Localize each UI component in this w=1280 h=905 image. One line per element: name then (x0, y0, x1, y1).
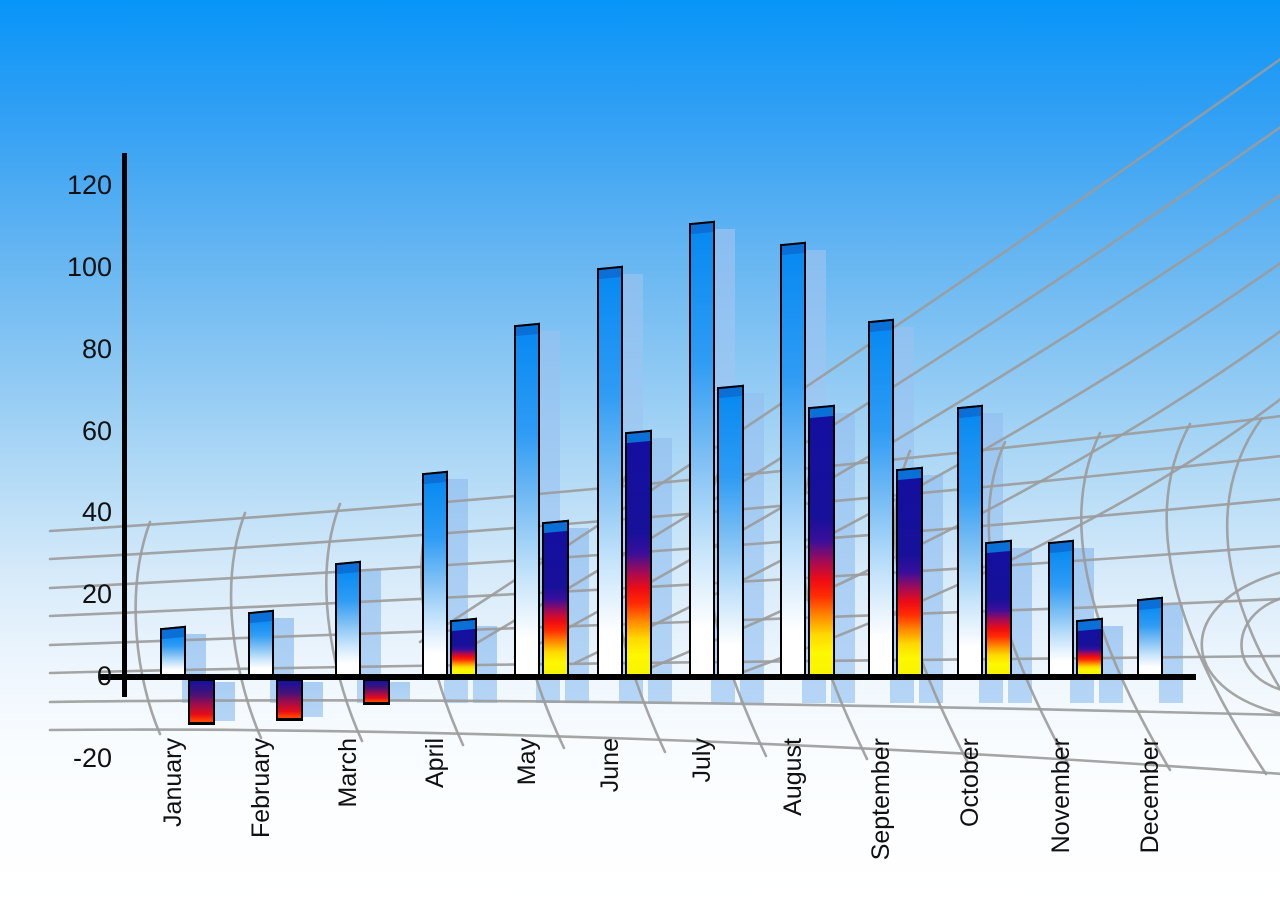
grid-line (1079, 431, 1172, 772)
month-label-march: March (334, 737, 404, 807)
month-label-text: December (1136, 738, 1164, 854)
y-tick--20: -20 (72, 742, 112, 773)
bar-february-secondary (276, 680, 303, 721)
y-tick-0: 0 (96, 661, 112, 691)
bar-july-secondary (717, 390, 744, 677)
bar-september-secondary (896, 472, 923, 677)
y-tick-120: 120 (66, 170, 112, 201)
month-label-text: July (688, 738, 716, 783)
y-tick-20: 20 (81, 579, 112, 610)
grid-line (646, 329, 1280, 671)
month-label-text: February (247, 738, 275, 839)
month-label-october: October (956, 737, 1046, 827)
bar-october-blue (957, 411, 983, 677)
bar-september-blue (868, 325, 894, 677)
echo-august-secondary (831, 413, 855, 703)
grid-line (1225, 416, 1280, 691)
month-label-april: April (421, 737, 472, 788)
month-label-january: January (159, 737, 249, 827)
bar-april-blue (422, 476, 448, 677)
month-label-text: November (1047, 738, 1075, 854)
bar-january-secondary (188, 680, 215, 725)
bar-november-secondary (1076, 623, 1103, 677)
echo-november-secondary (1099, 625, 1123, 703)
month-label-may: May (513, 737, 561, 785)
grid-line (229, 511, 263, 740)
bar-july-blue (689, 227, 715, 677)
grid-line (325, 502, 364, 743)
bar-march-blue (335, 566, 361, 677)
grid-line (1165, 422, 1268, 776)
grid-line (48, 728, 1280, 776)
echo-december-blue (1159, 605, 1183, 703)
month-label-text: January (159, 738, 187, 827)
grid-line (1240, 597, 1280, 691)
y-tick-40: 40 (81, 497, 112, 528)
month-label-text: March (334, 738, 362, 808)
echo-march-secondary (386, 682, 410, 701)
month-label-text: August (779, 738, 807, 816)
month-label-july: July (688, 737, 733, 782)
x-axis-line (100, 674, 1196, 680)
bar-april-secondary (450, 623, 477, 677)
bar-october-secondary (985, 546, 1012, 677)
bar-march-secondary (363, 680, 390, 705)
month-label-august: August (779, 737, 858, 816)
bar-may-blue (514, 329, 540, 677)
month-label-december: December (1136, 737, 1252, 853)
bar-may-secondary (542, 525, 569, 677)
month-label-text: September (867, 738, 895, 861)
y-tick-80: 80 (81, 333, 112, 364)
y-tick-60: 60 (81, 415, 112, 446)
echo-july-secondary (740, 392, 764, 703)
month-label-text: April (421, 738, 449, 789)
month-label-text: May (513, 738, 541, 786)
y-tick-100: 100 (66, 252, 112, 282)
month-label-june: June (596, 737, 651, 792)
y-axis-line (122, 153, 127, 697)
month-label-text: June (596, 738, 624, 793)
grid-line (134, 520, 162, 736)
bar-november-blue (1048, 546, 1074, 677)
month-label-text: October (956, 738, 984, 827)
bar-august-blue (780, 247, 806, 677)
grid-line (1200, 571, 1280, 715)
